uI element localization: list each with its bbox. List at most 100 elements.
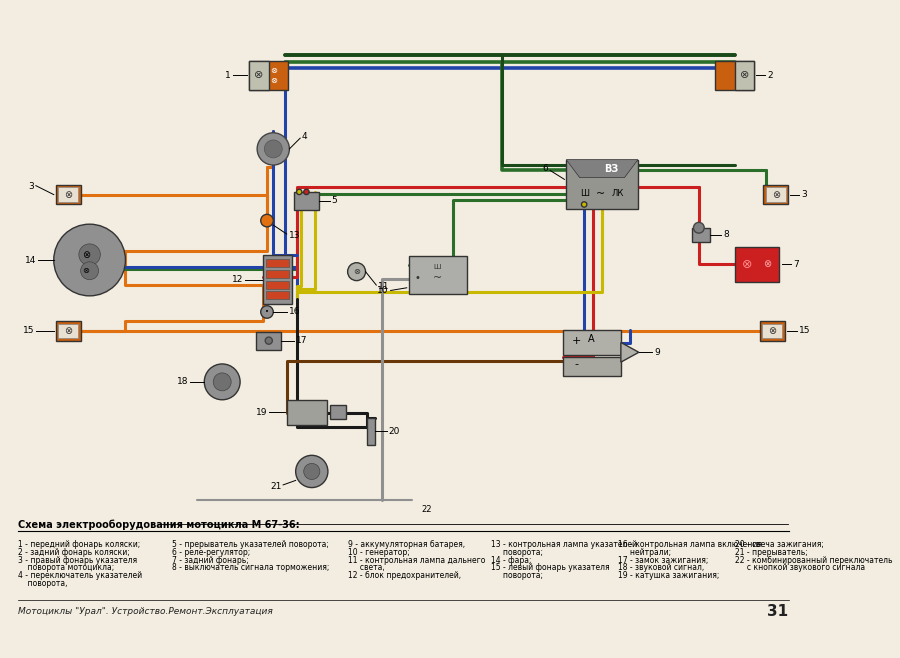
Text: 14: 14	[24, 255, 36, 265]
Bar	[734, 61, 754, 89]
Bar	[692, 228, 709, 242]
Bar	[715, 61, 754, 89]
Text: 3: 3	[801, 190, 806, 199]
Text: 7: 7	[793, 260, 798, 269]
Text: ⊗: ⊗	[83, 266, 89, 275]
Text: 13 - контрольная лампа указателей: 13 - контрольная лампа указателей	[491, 540, 637, 549]
Text: 1: 1	[225, 71, 231, 80]
Text: 21 - прерыватель;: 21 - прерыватель;	[734, 548, 807, 557]
Bar	[287, 400, 327, 425]
Text: 12 - блок предохранителей,: 12 - блок предохранителей,	[347, 571, 461, 580]
Circle shape	[79, 244, 100, 265]
Text: 14 - фара;: 14 - фара;	[491, 555, 532, 565]
Text: ⊗: ⊗	[254, 70, 264, 80]
Circle shape	[296, 455, 328, 488]
Bar	[562, 357, 621, 376]
Text: 19: 19	[256, 408, 267, 417]
Polygon shape	[566, 160, 638, 178]
Circle shape	[266, 337, 273, 344]
Text: Ш: Ш	[580, 190, 589, 198]
Bar	[760, 321, 785, 341]
Bar	[249, 61, 269, 89]
Text: A: A	[588, 334, 595, 344]
Bar	[256, 332, 282, 349]
Text: 6: 6	[543, 164, 548, 173]
Bar	[294, 192, 319, 210]
Text: 6 - реле-регулятор;: 6 - реле-регулятор;	[172, 548, 250, 557]
Text: 5: 5	[331, 196, 338, 205]
Text: 21: 21	[270, 482, 282, 491]
Circle shape	[213, 373, 231, 391]
Text: 11 - контрольная лампа дальнего: 11 - контрольная лампа дальнего	[347, 555, 485, 565]
Circle shape	[694, 222, 704, 233]
Text: 15 - левый фонарь указателя: 15 - левый фонарь указателя	[491, 563, 609, 572]
Text: 8: 8	[723, 230, 729, 240]
Text: поворота;: поворота;	[491, 571, 543, 580]
Text: 16 - контрольная лампа включения: 16 - контрольная лампа включения	[618, 540, 762, 549]
Text: Ш: Ш	[434, 264, 441, 270]
Text: 10 - генератор;: 10 - генератор;	[347, 548, 410, 557]
Text: 18 - звуковой сигнал,: 18 - звуковой сигнал,	[618, 563, 705, 572]
Bar	[562, 330, 621, 355]
Bar	[56, 185, 81, 205]
Text: поворота;: поворота;	[491, 548, 543, 557]
Text: 7 - задний фонарь;: 7 - задний фонарь;	[172, 555, 248, 565]
Text: ВЗ: ВЗ	[604, 164, 618, 174]
Text: 15: 15	[799, 326, 811, 336]
Text: 5 - прерыватель указателей поворота;: 5 - прерыватель указателей поворота;	[172, 540, 328, 549]
Text: ЛК: ЛК	[612, 190, 625, 198]
Text: 16: 16	[289, 307, 300, 316]
Bar	[264, 255, 292, 304]
Text: •: •	[415, 273, 420, 283]
Text: 8 - выключатель сигнала торможения;: 8 - выключатель сигнала торможения;	[172, 563, 329, 572]
Bar	[58, 324, 78, 338]
Text: 20: 20	[389, 426, 400, 436]
Bar	[762, 324, 782, 338]
Text: ⊗: ⊗	[64, 190, 72, 199]
Bar	[409, 257, 467, 294]
Text: +: +	[572, 336, 580, 345]
Text: 20 - свеча зажигания;: 20 - свеча зажигания;	[734, 540, 824, 549]
Bar	[734, 247, 779, 282]
Text: -: -	[574, 359, 578, 369]
Bar	[766, 188, 786, 202]
Text: ⊗: ⊗	[740, 70, 749, 80]
Text: 11: 11	[378, 282, 390, 291]
Text: 10: 10	[377, 286, 389, 295]
Bar	[566, 160, 638, 209]
Bar	[266, 270, 290, 278]
Bar	[266, 291, 290, 299]
Text: ⊗: ⊗	[763, 259, 771, 270]
Text: 22 - комбинированный переключатель: 22 - комбинированный переключатель	[734, 555, 892, 565]
Bar	[249, 61, 289, 89]
Text: 19 - катушка зажигания;: 19 - катушка зажигания;	[618, 571, 720, 580]
Text: 18: 18	[176, 377, 188, 386]
Circle shape	[297, 190, 302, 195]
Text: 17: 17	[296, 336, 307, 345]
Text: 12: 12	[232, 275, 244, 284]
Circle shape	[581, 202, 587, 207]
Circle shape	[54, 224, 125, 296]
Text: 9: 9	[654, 348, 660, 357]
Circle shape	[303, 463, 320, 480]
Bar	[266, 259, 290, 267]
Circle shape	[204, 364, 240, 400]
Text: ⊗: ⊗	[82, 249, 90, 260]
Text: 15: 15	[22, 326, 34, 336]
Text: ~: ~	[596, 189, 605, 199]
Text: ⊗: ⊗	[353, 267, 360, 276]
Circle shape	[261, 215, 274, 227]
Bar	[266, 280, 290, 289]
Circle shape	[265, 140, 283, 158]
Text: Схема электрооборудования мотоцикла М 67-36:: Схема электрооборудования мотоцикла М 67…	[18, 519, 300, 530]
Text: ⊗: ⊗	[772, 190, 780, 199]
Text: 3 - правый фонарь указателя: 3 - правый фонарь указателя	[18, 555, 137, 565]
Text: 2: 2	[767, 71, 772, 80]
Text: 2 - задний фонарь коляски;: 2 - задний фонарь коляски;	[18, 548, 130, 557]
Bar	[329, 405, 346, 420]
Text: 31: 31	[768, 604, 788, 619]
Text: Мотоциклы "Урал". Устройство.Ремонт.Эксплуатация: Мотоциклы "Урал". Устройство.Ремонт.Эксп…	[18, 607, 273, 616]
Text: 9 - аккумуляторная батарея,: 9 - аккумуляторная батарея,	[347, 540, 464, 549]
Text: 13: 13	[289, 232, 300, 240]
Text: 3: 3	[28, 182, 34, 191]
